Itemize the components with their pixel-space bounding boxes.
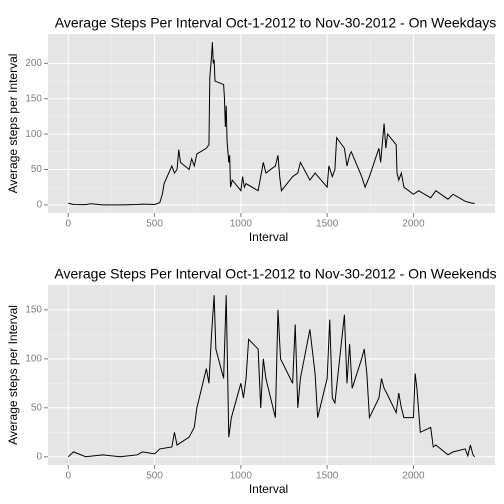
chart-title: Average Steps Per Interval Oct-1-2012 to… [54, 266, 496, 282]
x-tick-label: 2000 [402, 219, 425, 230]
y-tick-label: 200 [25, 58, 42, 69]
y-tick-label: 150 [25, 93, 42, 104]
x-tick-label: 1500 [316, 471, 339, 482]
panel-background [48, 285, 495, 465]
x-tick-label: 2000 [402, 471, 425, 482]
y-tick-label: 50 [31, 402, 43, 413]
x-tick-label: 1500 [316, 219, 339, 230]
x-axis-title: Interval [249, 482, 288, 496]
x-tick-label: 500 [146, 219, 163, 230]
y-tick-label: 50 [31, 164, 43, 175]
y-tick-label: 100 [25, 129, 42, 140]
data-line [68, 42, 475, 206]
x-tick-label: 1000 [230, 219, 253, 230]
x-tick-label: 1000 [230, 471, 253, 482]
chart-title: Average Steps Per Interval Oct-1-2012 to… [55, 15, 497, 31]
y-tick-label: 150 [25, 305, 42, 316]
data-line [67, 295, 476, 458]
y-axis-title: Average steps per Interval [6, 305, 20, 445]
x-tick-label: 500 [146, 471, 163, 482]
y-tick-label: 0 [36, 200, 42, 211]
x-tick-label: 0 [66, 471, 72, 482]
panel-background [48, 34, 495, 213]
x-axis-title: Interval [249, 230, 288, 244]
y-tick-label: 0 [36, 451, 42, 462]
x-tick-label: 0 [66, 219, 72, 230]
y-tick-label: 100 [25, 353, 42, 364]
y-axis-title: Average steps per Interval [6, 54, 20, 194]
